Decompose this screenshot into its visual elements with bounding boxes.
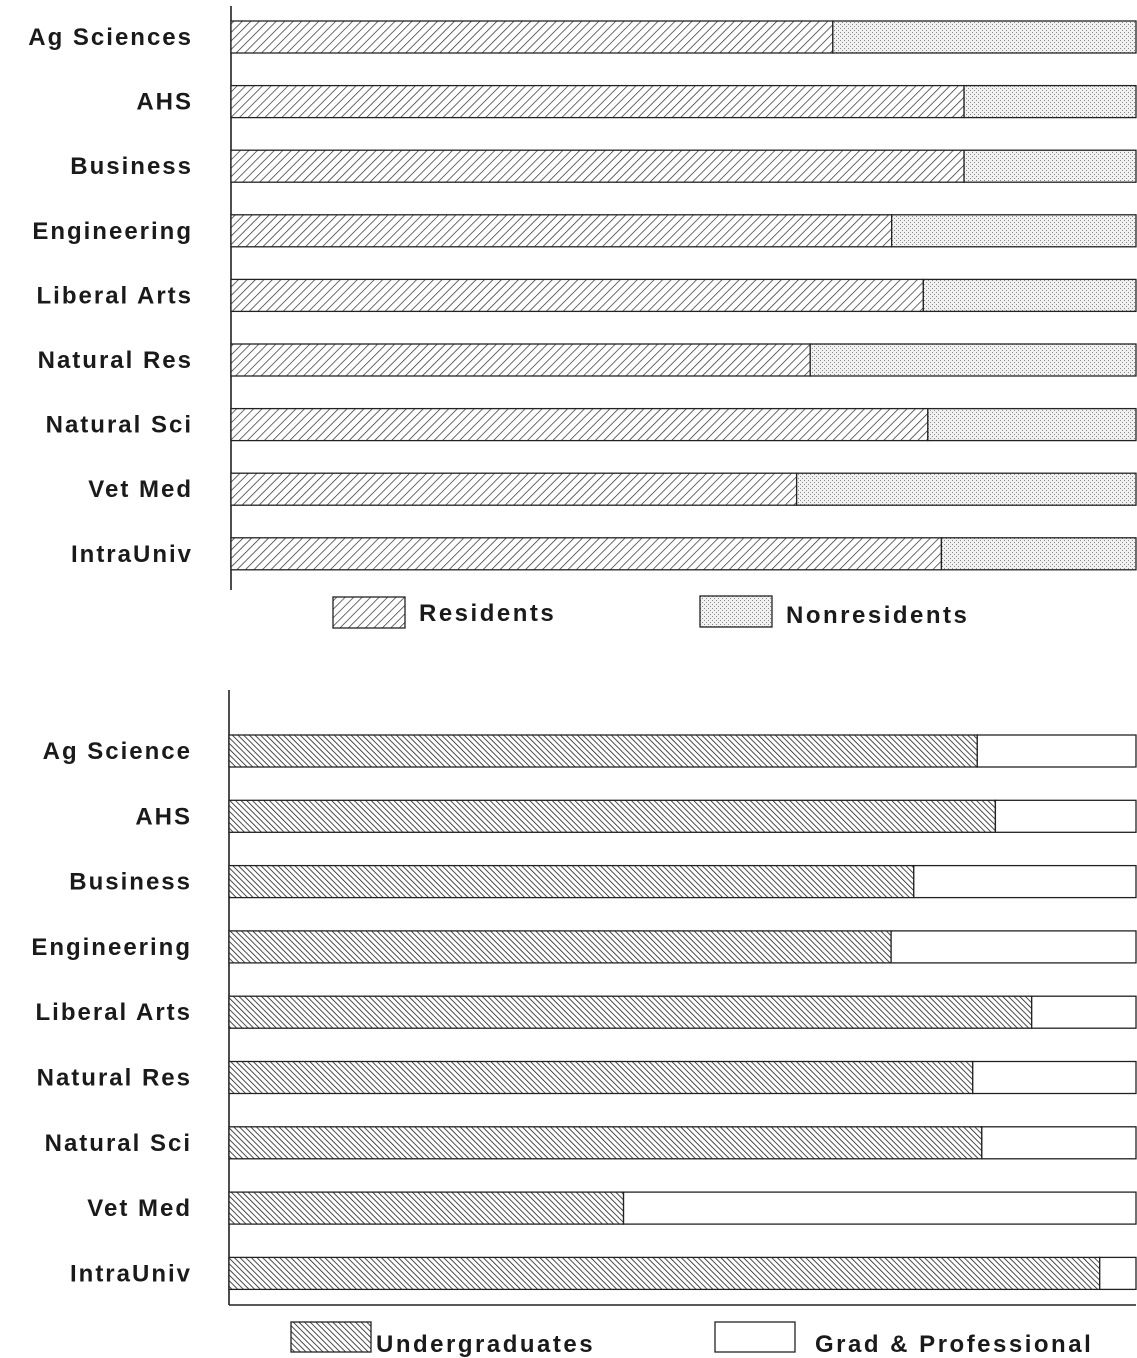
bar-segment-undergraduates-natural-res — [228, 1060, 974, 1095]
bar-segment-grad-and-professional-vet-med — [622, 1191, 1137, 1225]
bar-segment-residents-natural-sci — [230, 407, 929, 442]
legend-label-grad-and-professional: Grad & Professional — [815, 1331, 1093, 1358]
bar-segment-nonresidents-liberal-arts — [922, 278, 1137, 313]
bar-segment-grad-and-professional-liberal-arts — [1031, 995, 1137, 1029]
category-label-ahs: AHS — [136, 89, 193, 116]
bar-segment-nonresidents-engineering — [891, 214, 1137, 248]
bar-segment-undergraduates-ag-science — [228, 734, 978, 768]
category-label-ag-sciences: Ag Sciences — [28, 24, 193, 51]
bar-segment-residents-business — [230, 149, 965, 183]
bar-segment-undergraduates-ahs — [228, 799, 997, 833]
bar-segment-residents-vet-med — [230, 472, 798, 506]
bar-segment-grad-and-professional-natural-res — [972, 1060, 1137, 1095]
bar-segment-undergraduates-vet-med — [228, 1191, 625, 1225]
bar-segment-undergraduates-business — [228, 864, 915, 899]
category-label-liberal-arts: Liberal Arts — [37, 282, 193, 309]
legend-label-undergraduates: Undergraduates — [376, 1331, 595, 1358]
bar-segment-undergraduates-natural-sci — [228, 1126, 983, 1160]
category-label-natural-sci: Natural Sci — [46, 412, 193, 439]
category-label-vet-med: Vet Med — [87, 1195, 192, 1222]
legend-swatch-nonresidents — [699, 595, 773, 628]
category-label-business: Business — [69, 869, 192, 896]
bar-segment-undergraduates-intrauniv — [228, 1256, 1101, 1291]
bar-segment-nonresidents-vet-med — [795, 472, 1137, 506]
residency-chart: Ag Sciences AHS Business Engineering Liberal… — [28, 6, 1137, 629]
bar-segment-residents-engineering — [230, 214, 893, 248]
bar-segment-grad-and-professional-ag-science — [976, 734, 1137, 768]
category-label-natural-res: Natural Res — [37, 1065, 192, 1092]
bar-segment-undergraduates-engineering — [228, 930, 892, 964]
category-label-intrauniv: IntraUniv — [70, 1260, 192, 1287]
legend-swatch-residents — [332, 596, 406, 629]
category-label-liberal-arts: Liberal Arts — [36, 999, 192, 1026]
legend-swatch-grad-and-professional — [714, 1321, 796, 1353]
bar-segment-nonresidents-natural-res — [809, 343, 1137, 377]
bar-segment-residents-natural-res — [230, 343, 811, 377]
bar-segment-grad-and-professional-ahs — [994, 799, 1137, 833]
category-label-natural-res: Natural Res — [38, 347, 193, 374]
bar-segment-nonresidents-ag-sciences — [832, 20, 1137, 54]
bar-segment-residents-liberal-arts — [230, 278, 924, 313]
bar-segment-undergraduates-liberal-arts — [228, 995, 1033, 1029]
legend-label-nonresidents: Nonresidents — [786, 602, 969, 629]
category-label-engineering: Engineering — [31, 934, 192, 961]
bar-segment-nonresidents-intrauniv — [940, 537, 1137, 571]
category-label-natural-sci: Natural Sci — [45, 1130, 192, 1157]
category-label-business: Business — [70, 153, 193, 180]
bar-segment-grad-and-professional-intrauniv — [1099, 1256, 1137, 1291]
bar-segment-nonresidents-natural-sci — [927, 407, 1137, 442]
bar-segment-grad-and-professional-business — [913, 864, 1137, 899]
bar-segment-nonresidents-business — [963, 149, 1137, 183]
bar-segment-grad-and-professional-natural-sci — [981, 1126, 1137, 1160]
category-label-intrauniv: IntraUniv — [71, 541, 193, 568]
category-label-ag-science: Ag Science — [43, 738, 192, 765]
bar-segment-residents-ag-sciences — [230, 20, 834, 54]
legend-label-residents: Residents — [419, 600, 556, 627]
legend-swatch-undergraduates — [290, 1321, 372, 1353]
bar-segment-residents-ahs — [230, 84, 965, 119]
bar-segment-grad-and-professional-engineering — [890, 930, 1137, 964]
category-label-vet-med: Vet Med — [88, 476, 193, 503]
category-label-ahs: AHS — [135, 803, 192, 830]
category-label-engineering: Engineering — [32, 218, 193, 245]
bar-segment-residents-intrauniv — [230, 537, 943, 571]
bar-segment-nonresidents-ahs — [963, 84, 1137, 119]
student-level-chart: Ag Science AHS Business Engineering Liberal … — [31, 690, 1137, 1358]
